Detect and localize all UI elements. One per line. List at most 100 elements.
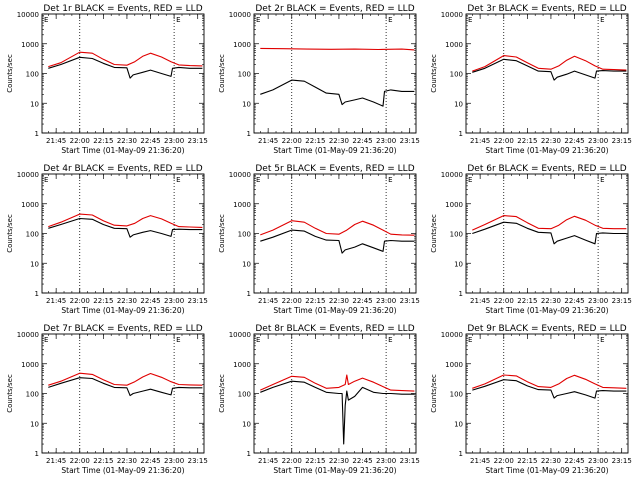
x-tick-label: 22:45 xyxy=(352,457,372,465)
y-tick-label: 10 xyxy=(454,420,463,428)
y-tick-label: 100 xyxy=(238,231,251,239)
x-tick-label: 22:15 xyxy=(517,457,537,465)
y-tick-label: 10000 xyxy=(229,331,251,339)
x-tick-label: 23:00 xyxy=(376,457,396,465)
x-tick-label: 22:30 xyxy=(329,137,349,145)
y-tick-label: 100 xyxy=(450,231,463,239)
y-tick-label: 10000 xyxy=(441,171,463,179)
y-tick-label: 100 xyxy=(238,71,251,79)
x-tick-label: 22:00 xyxy=(494,457,514,465)
series-line-red xyxy=(48,213,203,228)
y-axis-label: Counts/sec xyxy=(218,374,226,413)
plot-frame xyxy=(465,13,629,134)
x-tick-label: 22:30 xyxy=(329,297,349,305)
y-tick-label: 10000 xyxy=(229,11,251,19)
x-axis-label: Start Time (01-May-09 21:36:20) xyxy=(485,466,608,475)
x-axis-label: Start Time (01-May-09 21:36:20) xyxy=(485,146,608,155)
x-tick-label: 22:30 xyxy=(541,297,561,305)
series-line-black xyxy=(48,56,203,79)
x-tick-label: 22:30 xyxy=(117,457,137,465)
x-tick-label: 22:45 xyxy=(352,137,372,145)
y-tick-label: 1000 xyxy=(233,41,251,49)
y-tick-label: 10000 xyxy=(17,331,39,339)
detector-panel-1: Det 1r BLACK = Events, RED = LLD E E 1 10 100… xyxy=(6,4,208,155)
x-tick-label: 23:15 xyxy=(400,137,420,145)
y-tick-label: 1000 xyxy=(445,201,463,209)
y-axis-label: Counts/sec xyxy=(430,214,438,253)
y-tick-label: 10000 xyxy=(229,171,251,179)
y-tick-label: 1000 xyxy=(445,361,463,369)
series-line-black xyxy=(260,79,415,107)
y-tick-label: 1 xyxy=(247,130,251,138)
series-line-red xyxy=(260,220,415,236)
x-tick-label: 23:00 xyxy=(164,137,184,145)
y-axis-label: Counts/sec xyxy=(430,54,438,93)
series-line-red xyxy=(472,374,627,389)
top-marker-label: E xyxy=(600,176,604,184)
y-tick-label: 1 xyxy=(35,290,39,298)
x-tick-label: 22:45 xyxy=(564,297,584,305)
series-line-black xyxy=(260,380,415,445)
y-tick-label: 10000 xyxy=(441,11,463,19)
y-tick-label: 10 xyxy=(454,100,463,108)
x-tick-label: 23:00 xyxy=(588,457,608,465)
x-tick-label: 22:45 xyxy=(140,137,160,145)
series-line-black xyxy=(48,217,203,238)
panel-title: Det 7r BLACK = Events, RED = LLD xyxy=(43,324,202,334)
y-tick-label: 1 xyxy=(35,130,39,138)
y-tick-label: 10 xyxy=(30,420,39,428)
x-axis-label: Start Time (01-May-09 21:36:20) xyxy=(273,466,396,475)
panel-title: Det 2r BLACK = Events, RED = LLD xyxy=(255,4,414,14)
x-tick-label: 21:45 xyxy=(46,137,66,145)
x-tick-label: 21:45 xyxy=(46,297,66,305)
plot-frame xyxy=(41,173,205,294)
detector-panel-4: Det 4r BLACK = Events, RED = LLD E E 1 10 100… xyxy=(6,164,208,315)
top-marker-label: E xyxy=(176,176,180,184)
y-tick-label: 10 xyxy=(242,260,251,268)
y-tick-label: 100 xyxy=(26,71,39,79)
x-tick-label: 23:00 xyxy=(588,297,608,305)
top-marker-label: E xyxy=(388,176,392,184)
top-marker-label: E xyxy=(256,16,260,24)
x-tick-label: 22:45 xyxy=(352,297,372,305)
x-tick-label: 22:15 xyxy=(517,297,537,305)
panel-title: Det 1r BLACK = Events, RED = LLD xyxy=(43,4,202,14)
top-marker-label: E xyxy=(600,336,604,344)
top-marker-label: E xyxy=(468,16,472,24)
x-tick-label: 22:30 xyxy=(541,137,561,145)
detector-panel-7: Det 7r BLACK = Events, RED = LLD E E 1 10 100… xyxy=(6,324,208,475)
y-tick-label: 1000 xyxy=(21,361,39,369)
y-tick-label: 100 xyxy=(450,391,463,399)
x-tick-label: 21:45 xyxy=(470,457,490,465)
y-tick-label: 10000 xyxy=(17,171,39,179)
y-tick-label: 1 xyxy=(247,450,251,458)
top-marker-label: E xyxy=(44,336,48,344)
y-tick-label: 1000 xyxy=(233,361,251,369)
panel-title: Det 8r BLACK = Events, RED = LLD xyxy=(255,324,414,334)
y-tick-label: 100 xyxy=(26,231,39,239)
top-marker-label: E xyxy=(468,336,472,344)
x-tick-label: 22:45 xyxy=(140,297,160,305)
y-tick-label: 1 xyxy=(35,450,39,458)
y-tick-label: 10 xyxy=(30,100,39,108)
x-tick-label: 22:45 xyxy=(140,457,160,465)
series-line-red xyxy=(472,55,627,72)
x-tick-label: 21:45 xyxy=(258,137,278,145)
top-marker-label: E xyxy=(44,16,48,24)
plot-frame xyxy=(253,13,417,134)
x-tick-label: 23:00 xyxy=(376,137,396,145)
x-tick-label: 23:15 xyxy=(612,457,632,465)
plot-frame xyxy=(465,173,629,294)
x-tick-label: 23:00 xyxy=(588,137,608,145)
x-tick-label: 21:45 xyxy=(258,457,278,465)
x-tick-label: 22:00 xyxy=(70,137,90,145)
series-line-red xyxy=(472,215,627,231)
x-tick-label: 22:00 xyxy=(494,297,514,305)
series-line-black xyxy=(260,229,415,254)
x-tick-label: 22:45 xyxy=(564,457,584,465)
y-tick-label: 1 xyxy=(459,290,463,298)
top-marker-label: E xyxy=(176,336,180,344)
plot-frame xyxy=(253,333,417,454)
panel-title: Det 6r BLACK = Events, RED = LLD xyxy=(467,164,626,174)
